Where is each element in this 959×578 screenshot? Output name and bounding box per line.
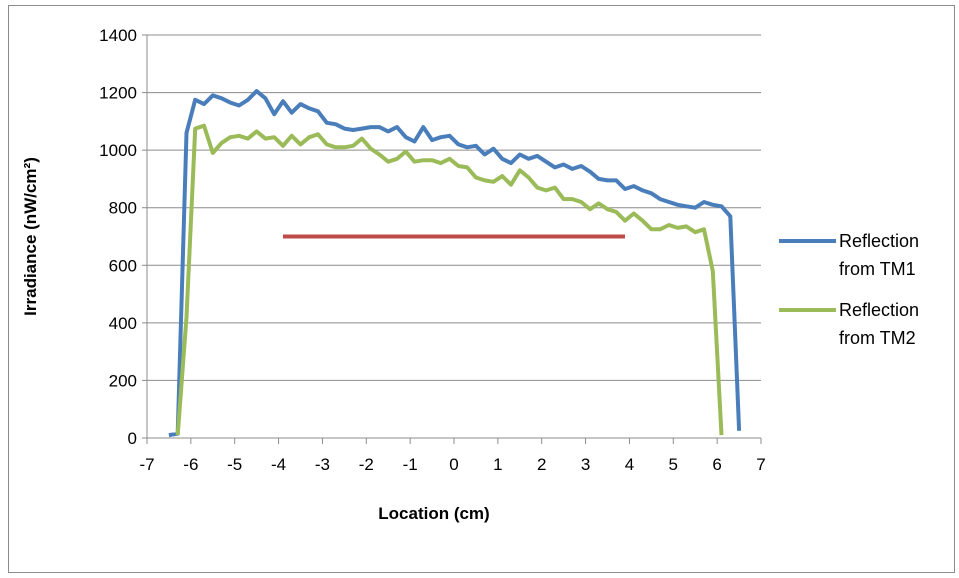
x-tick-label--2: -2 xyxy=(359,455,374,474)
x-tick-label-6: 6 xyxy=(712,455,721,474)
y-tick-label-200: 200 xyxy=(109,371,137,390)
y-axis-title: Irradiance (nW/cm²) xyxy=(21,157,40,316)
x-tick-label--4: -4 xyxy=(271,455,286,474)
x-tick-label--5: -5 xyxy=(227,455,242,474)
chart-area: 0 200 400 600 800 1000 1200 1400 -7 -6 -5 -4 -3 -2 -1… xyxy=(8,5,955,573)
x-tick-label-5: 5 xyxy=(669,455,678,474)
legend-label-tm2-line1: Reflection xyxy=(839,300,919,320)
x-tick-label-7: 7 xyxy=(756,455,765,474)
y-tick-label-1000: 1000 xyxy=(99,141,137,160)
legend-entry-tm2: Reflection from TM2 xyxy=(779,300,919,348)
y-tick-label-1200: 1200 xyxy=(99,84,137,103)
series-line-tm1 xyxy=(168,89,742,438)
x-tick-label--6: -6 xyxy=(183,455,198,474)
x-tick-label-1: 1 xyxy=(493,455,502,474)
gridlines xyxy=(147,34,761,381)
y-tick-label-1400: 1400 xyxy=(99,26,137,45)
x-axis-ticks: -7 -6 -5 -4 -3 -2 -1 0 1 2 3 4 5 6 7 xyxy=(139,438,766,474)
legend-label-tm1-line2: from TM1 xyxy=(839,259,916,279)
line-chart: 0 200 400 600 800 1000 1200 1400 -7 -6 -5 -4 -3 -2 -1… xyxy=(21,26,919,523)
x-axis-title: Location (cm) xyxy=(378,504,489,523)
x-tick-label-3: 3 xyxy=(581,455,590,474)
y-axis-ticks: 0 200 400 600 800 1000 1200 1400 xyxy=(99,26,147,448)
x-tick-label--1: -1 xyxy=(403,455,418,474)
y-tick-label-400: 400 xyxy=(109,314,137,333)
legend-label-tm1-line1: Reflection xyxy=(839,231,919,251)
x-tick-label--3: -3 xyxy=(315,455,330,474)
legend-label-tm2-line2: from TM2 xyxy=(839,328,916,348)
y-tick-label-0: 0 xyxy=(128,429,137,448)
x-tick-label--7: -7 xyxy=(139,455,154,474)
x-tick-label-0: 0 xyxy=(449,455,458,474)
y-tick-label-600: 600 xyxy=(109,256,137,275)
x-tick-label-4: 4 xyxy=(625,455,634,474)
series-group xyxy=(168,89,742,438)
legend-entry-tm1: Reflection from TM1 xyxy=(779,231,919,279)
x-tick-label-2: 2 xyxy=(537,455,546,474)
series-line-tm2 xyxy=(175,123,724,436)
y-tick-label-800: 800 xyxy=(109,199,137,218)
legend: Reflection from TM1 Reflection from TM2 xyxy=(779,231,919,348)
